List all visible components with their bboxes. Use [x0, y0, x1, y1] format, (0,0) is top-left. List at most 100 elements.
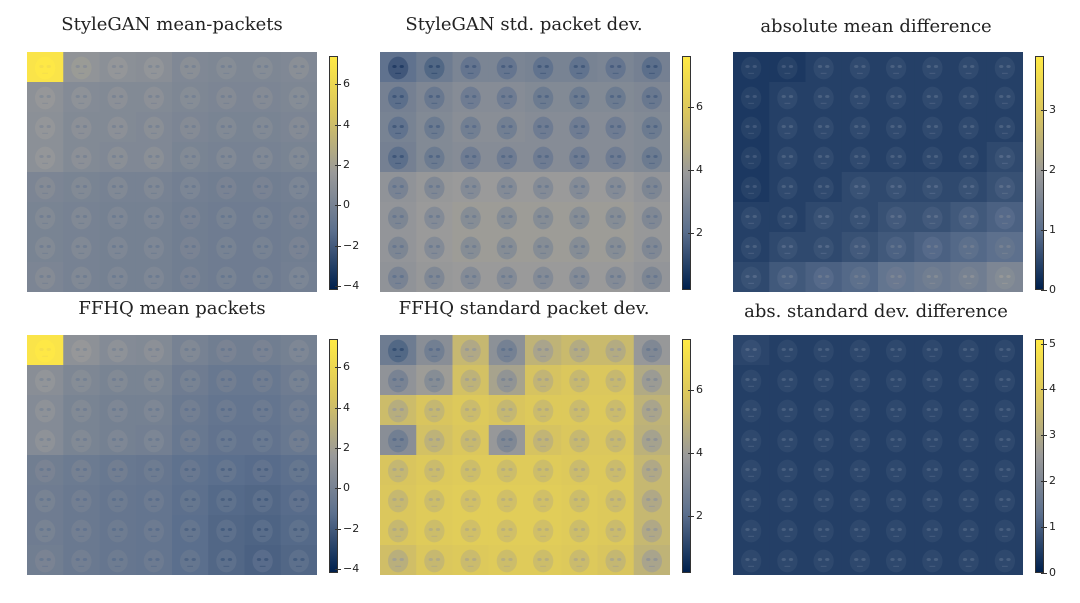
- heatmap-cell: [733, 172, 770, 203]
- heatmap-cell: [805, 112, 843, 143]
- heatmap-cell: [416, 455, 453, 486]
- heatmap-cell: [452, 455, 490, 486]
- heatmap-cell: [280, 142, 317, 173]
- heatmap-cell: [878, 395, 915, 426]
- heatmap-cell: [488, 82, 526, 113]
- heatmap-cell: [733, 262, 770, 292]
- heatmap-cell: [99, 202, 137, 233]
- heatmap-cell: [488, 202, 526, 233]
- heatmap-cell: [280, 82, 317, 113]
- colorbar-tick: [335, 529, 341, 530]
- heatmap-cell: [986, 142, 1023, 173]
- heatmap-cell: [878, 335, 915, 366]
- heatmap-cell: [208, 485, 245, 516]
- heatmap-cell: [27, 262, 64, 292]
- heatmap-cell: [769, 455, 806, 486]
- heatmap-cell: [561, 112, 598, 143]
- heatmap-cell: [633, 365, 670, 396]
- colorbar-tick-label: 4: [696, 163, 703, 176]
- colorbar-tick-label: 2: [1049, 474, 1056, 487]
- heatmap-cell: [986, 365, 1023, 396]
- heatmap-cell: [63, 202, 100, 233]
- heatmap-cell: [561, 425, 598, 456]
- colorbar-tick: [1041, 481, 1047, 482]
- heatmap-cell: [63, 142, 100, 173]
- heatmap-cell: [63, 395, 100, 426]
- heatmap-cell: [244, 425, 282, 456]
- panel-title: StyleGAN mean-packets: [61, 14, 283, 35]
- heatmap-cell: [280, 335, 317, 366]
- heatmap-cell: [878, 172, 915, 203]
- heatmap-cell: [805, 232, 843, 263]
- heatmap-cell: [488, 52, 526, 83]
- heatmap-cell: [99, 232, 137, 263]
- heatmap-cell: [416, 142, 453, 173]
- heatmap-cell: [950, 142, 988, 173]
- heatmap-cell: [63, 172, 100, 203]
- heatmap-cell: [597, 335, 635, 366]
- heatmap-cell: [416, 232, 453, 263]
- heatmap-cell: [416, 172, 453, 203]
- colorbar-tick-label: 4: [1049, 382, 1056, 395]
- heatmap-cell: [841, 455, 879, 486]
- colorbar-tick-label: 6: [696, 100, 703, 113]
- heatmap-cell: [525, 82, 562, 113]
- heatmap-panel: [27, 335, 317, 575]
- heatmap-cell: [488, 232, 526, 263]
- heatmap-cell: [99, 455, 137, 486]
- panel-title: absolute mean difference: [760, 16, 992, 37]
- heatmap-cell: [914, 335, 951, 366]
- heatmap-cell: [244, 545, 282, 575]
- heatmap-cell: [452, 82, 490, 113]
- heatmap-panel: [27, 52, 317, 292]
- heatmap-cell: [380, 172, 417, 203]
- heatmap-cell: [986, 82, 1023, 113]
- panel-title: FFHQ mean packets: [78, 298, 266, 319]
- heatmap-cell: [841, 262, 879, 292]
- colorbar-tick-label: 6: [696, 383, 703, 396]
- heatmap-cell: [950, 172, 988, 203]
- colorbar-tick-label: 0: [1049, 566, 1056, 579]
- heatmap-cell: [244, 142, 282, 173]
- heatmap-cell: [914, 142, 951, 173]
- heatmap-cell: [733, 425, 770, 456]
- heatmap-cell: [561, 202, 598, 233]
- heatmap-cell: [208, 395, 245, 426]
- panel-title: abs. standard dev. difference: [744, 301, 1008, 322]
- heatmap-cell: [99, 142, 137, 173]
- heatmap-cell: [244, 232, 282, 263]
- heatmap-cell: [805, 202, 843, 233]
- heatmap-cell: [488, 142, 526, 173]
- heatmap-cell: [597, 142, 635, 173]
- heatmap-cell: [525, 395, 562, 426]
- heatmap-cell: [733, 335, 770, 366]
- colorbar-tick-label: −2: [343, 522, 360, 535]
- colorbar-tick-label: 4: [343, 118, 350, 131]
- heatmap-cell: [805, 485, 843, 516]
- heatmap-cell: [488, 395, 526, 426]
- heatmap-cell: [244, 515, 282, 546]
- heatmap-cell: [878, 262, 915, 292]
- heatmap-cell: [769, 172, 806, 203]
- heatmap-cell: [135, 142, 173, 173]
- heatmap-cell: [27, 142, 64, 173]
- heatmap-cell: [950, 262, 988, 292]
- heatmap-cell: [280, 172, 317, 203]
- heatmap-cell: [280, 262, 317, 292]
- heatmap-cell: [561, 335, 598, 366]
- heatmap-cell: [769, 395, 806, 426]
- heatmap-cell: [914, 365, 951, 396]
- heatmap-cell: [135, 335, 173, 366]
- colorbar-tick-label: −4: [343, 562, 360, 575]
- heatmap-panel: [380, 52, 670, 292]
- heatmap-cell: [27, 515, 64, 546]
- heatmap-cell: [878, 365, 915, 396]
- heatmap-cell: [986, 545, 1023, 575]
- heatmap-cell: [172, 112, 209, 143]
- heatmap-cell: [633, 142, 670, 173]
- heatmap-cell: [172, 202, 209, 233]
- heatmap-cell: [769, 515, 806, 546]
- heatmap-cell: [172, 82, 209, 113]
- heatmap-cell: [99, 425, 137, 456]
- heatmap-cell: [27, 545, 64, 575]
